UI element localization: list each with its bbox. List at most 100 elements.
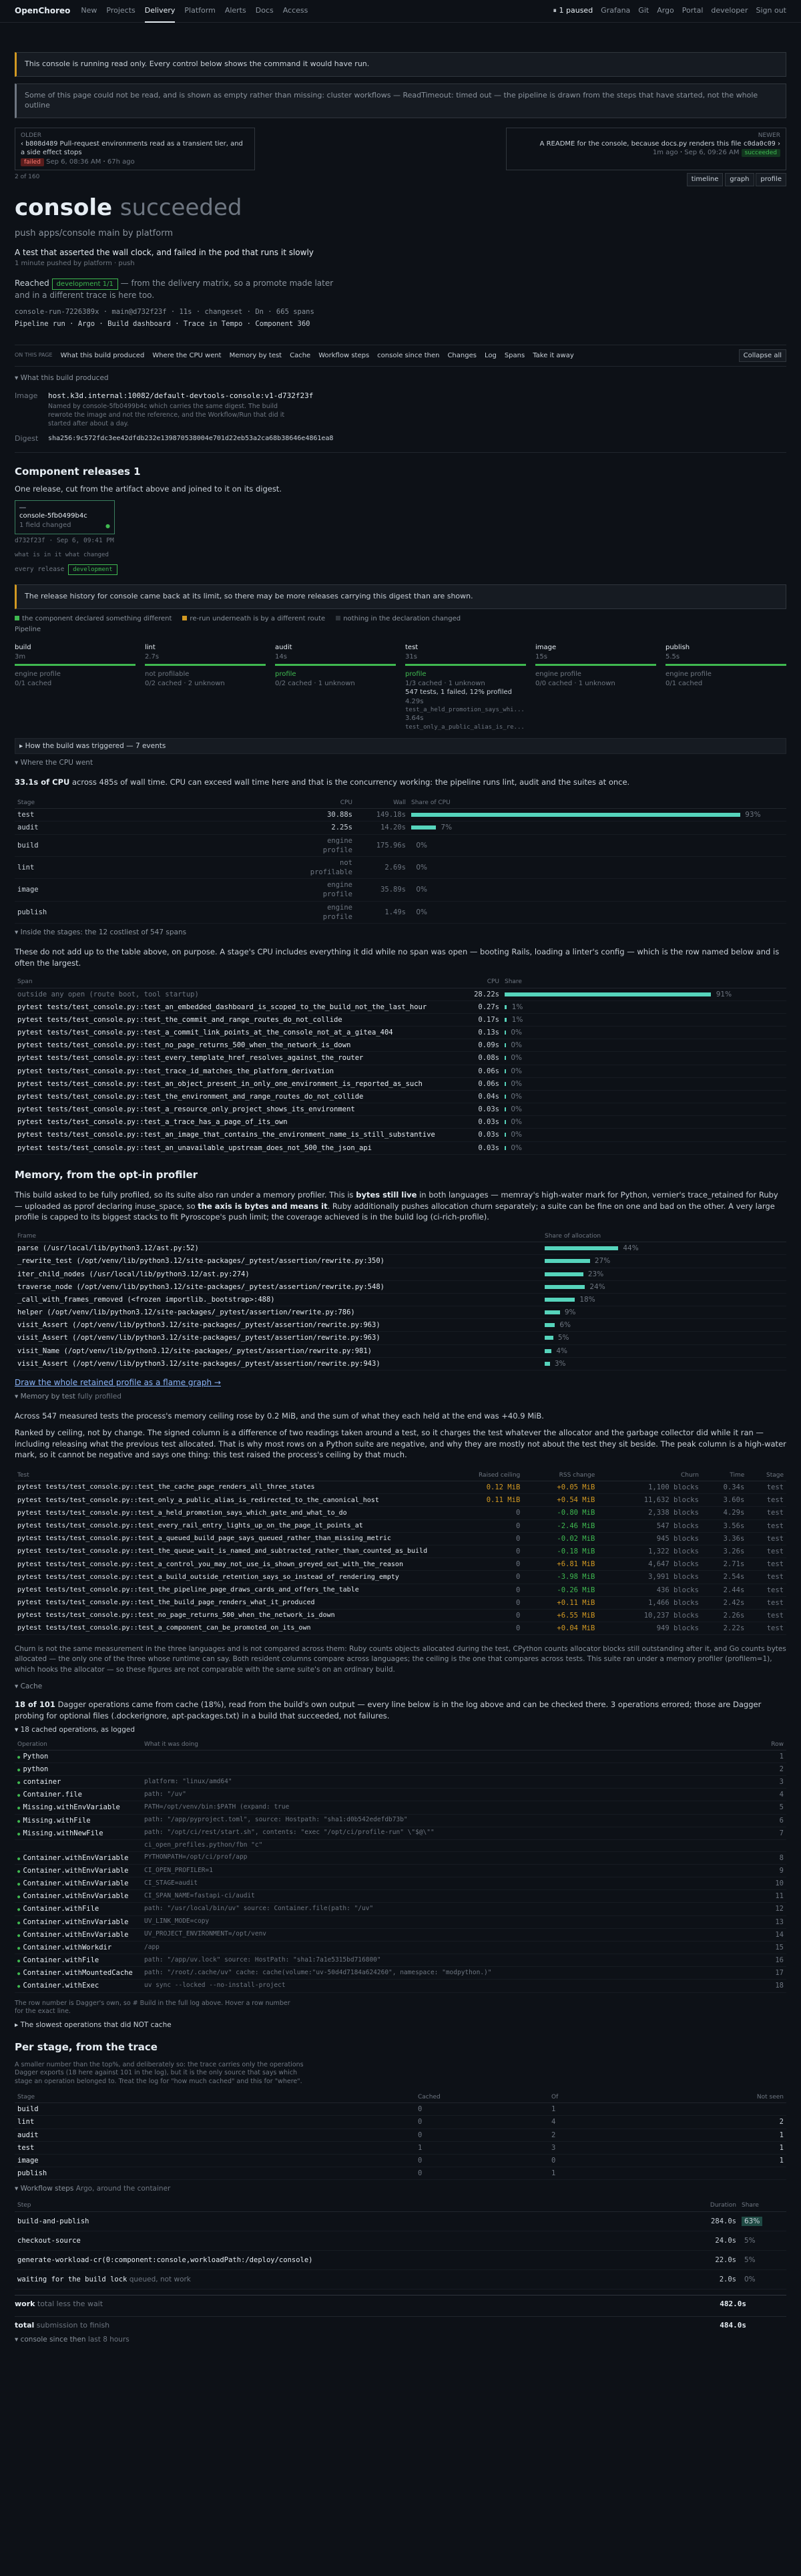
cpu-row[interactable]: test 30.88s 149.18s 93% <box>15 808 786 822</box>
span-row[interactable]: pytest tests/test_console.py::test_a_tra… <box>15 1115 786 1129</box>
stage-image[interactable]: image 15s engine profile 0/0 cached · 1 unk… <box>535 643 656 731</box>
stage-test[interactable]: test 31s profile 1/3 cached · 1 unknown 547 … <box>405 643 526 731</box>
cpu-toggle[interactable]: ▾ Where the CPU went <box>15 759 93 767</box>
test-row[interactable]: pytest tests/test_console.py::test_a_bui… <box>15 1570 786 1584</box>
workflow-row[interactable]: waiting for the build lock queued, not w… <box>15 2269 786 2290</box>
test-row[interactable]: pytest tests/test_console.py::test_no_pa… <box>15 1609 786 1623</box>
nav-portal[interactable]: Portal <box>682 6 704 15</box>
cache-row[interactable]: ● Missing.withFile path: "/app/pyproject.… <box>15 1814 786 1827</box>
newer-build-card[interactable]: NEWER A README for the console, because … <box>506 127 786 171</box>
frame-row[interactable]: helper (/opt/venv/lib/python3.12/site-pa… <box>15 1306 786 1320</box>
test-row[interactable]: pytest tests/test_console.py::test_a_con… <box>15 1557 786 1572</box>
slowest-toggle[interactable]: ▸ The slowest operations that did NOT ca… <box>15 2021 172 2030</box>
cpu-row[interactable]: lint not profilable 2.69s 0% <box>15 856 786 880</box>
cpu-row[interactable]: audit 2.25s 14.20s 7% <box>15 821 786 835</box>
brand-logo[interactable]: OpenChoreo <box>15 6 71 16</box>
cache-row[interactable]: ● Python 1 <box>15 1750 786 1763</box>
produced-toggle[interactable]: ▾ What this build produced <box>15 373 786 383</box>
cache-row[interactable]: ● Container.withEnvVariable UV_LINK_MODE=… <box>15 1915 786 1929</box>
test-row[interactable]: pytest tests/test_console.py::test_only_… <box>15 1493 786 1507</box>
older-build-card[interactable]: OLDER ‹ b808d489 Pull-request environmen… <box>15 127 255 171</box>
tab-log[interactable]: Log <box>484 351 497 359</box>
test-row[interactable]: pytest tests/test_console.py::test_the_c… <box>15 1481 786 1495</box>
view-graph[interactable]: graph <box>725 173 754 186</box>
cache-row[interactable]: ● Container.withEnvVariable UV_PROJECT_EN… <box>15 1928 786 1942</box>
cache-row[interactable]: ● Container.withExec uv sync --locked --n… <box>15 1979 786 1993</box>
workflow-row[interactable]: generate-workload-cr(0:component:console… <box>15 2250 786 2271</box>
cache-row[interactable]: ● Container.withFile path: "/usr/local/bi… <box>15 1902 786 1916</box>
stage-audit[interactable]: audit 14s profile 0/2 cached · 1 unknown <box>275 643 396 731</box>
release-env-pill[interactable]: development <box>68 564 117 576</box>
paused-indicator[interactable]: ⏸ 1 paused <box>553 6 593 16</box>
cache-row[interactable]: ● Missing.withEnvVariable PATH=/opt/venv/… <box>15 1801 786 1815</box>
image-ref[interactable]: host.k3d.internal:10082/default-devtools… <box>48 391 314 400</box>
cache-row[interactable]: ci_open_prefiles.python/fbn "c" <box>15 1839 786 1852</box>
cpu-row[interactable]: publish engine profile 1.49s 0% <box>15 901 786 924</box>
test-row[interactable]: pytest tests/test_console.py::test_a_com… <box>15 1622 786 1636</box>
tab-memory[interactable]: Memory by test <box>229 351 282 359</box>
tab-take-away[interactable]: Take it away <box>533 351 574 359</box>
collapse-all-button[interactable]: Collapse all <box>738 349 786 363</box>
span-row[interactable]: pytest tests/test_console.py::test_no_pa… <box>15 1039 786 1053</box>
test-row[interactable]: pytest tests/test_console.py::test_a_que… <box>15 1532 786 1546</box>
tab-cache[interactable]: Cache <box>290 351 311 359</box>
stage-publish[interactable]: publish 5.5s engine profile 0/1 cached <box>665 643 786 731</box>
frame-row[interactable]: parse (/usr/local/lib/python3.12/ast.py:… <box>15 1242 786 1256</box>
nav-link-docs[interactable]: Docs <box>255 6 274 15</box>
trigger-toggle[interactable]: ▸ How the build was triggered — 7 events <box>15 738 786 755</box>
perstage-row[interactable]: audit 0 2 1 <box>15 2129 786 2142</box>
tab-changes[interactable]: Changes <box>447 351 477 359</box>
test-row[interactable]: pytest tests/test_console.py::test_the_b… <box>15 1596 786 1610</box>
cache-row[interactable]: ● Container.withFile path: "/app/uv.lock"… <box>15 1954 786 1968</box>
view-timeline[interactable]: timeline <box>686 173 724 186</box>
span-row[interactable]: pytest tests/test_console.py::test_a_com… <box>15 1026 786 1040</box>
span-row[interactable]: pytest tests/test_console.py::test_an_em… <box>15 1000 786 1014</box>
frame-row[interactable]: visit_Assert (/opt/venv/lib/python3.12/s… <box>15 1318 786 1332</box>
run-links[interactable]: Pipeline run · Argo · Build dashboard · … <box>15 319 310 328</box>
cpu-row[interactable]: image engine profile 35.89s 0% <box>15 878 786 902</box>
test-row[interactable]: pytest tests/test_console.py::test_the_q… <box>15 1545 786 1559</box>
frame-row[interactable]: _call_with_frames_removed (<frozen impor… <box>15 1293 786 1307</box>
release-card[interactable]: ━━ console-5fb0499b4c 1 field changed ● <box>15 500 115 535</box>
span-row[interactable]: pytest tests/test_console.py::test_the_e… <box>15 1090 786 1104</box>
frame-row[interactable]: traverse_node (/opt/venv/lib/python3.12/… <box>15 1280 786 1294</box>
cache-row[interactable]: ● Container.withEnvVariable CI_SPAN_NAME=… <box>15 1889 786 1903</box>
perstage-row[interactable]: publish 0 1 <box>15 2167 786 2181</box>
perstage-row[interactable]: build 0 1 <box>15 2102 786 2117</box>
flame-graph-link[interactable]: Draw the whole retained profile as a fla… <box>15 1377 221 1387</box>
span-row[interactable]: pytest tests/test_console.py::test_an_un… <box>15 1141 786 1155</box>
nav-git[interactable]: Git <box>638 6 649 15</box>
nav-argo[interactable]: Argo <box>657 6 674 15</box>
cache-ops-toggle[interactable]: ▾ 18 cached operations, as logged <box>15 1726 136 1734</box>
test-row[interactable]: pytest tests/test_console.py::test_the_p… <box>15 1584 786 1597</box>
tab-produced[interactable]: What this build produced <box>60 351 145 359</box>
reached-env-pill[interactable]: development 1/1 <box>51 278 118 291</box>
nav-link-projects[interactable]: Projects <box>106 6 136 15</box>
digest-value[interactable]: sha256:9c572fdc3ee42dfdb232e139870538004… <box>48 434 334 442</box>
tab-spans[interactable]: Spans <box>504 351 525 359</box>
span-row[interactable]: pytest tests/test_console.py::test_a_res… <box>15 1103 786 1117</box>
span-row[interactable]: pytest tests/test_console.py::test_an_im… <box>15 1128 786 1142</box>
span-row[interactable]: pytest tests/test_console.py::test_an_ob… <box>15 1077 786 1091</box>
cache-row[interactable]: ● Container.withWorkdir/app 15 <box>15 1941 786 1955</box>
perstage-row[interactable]: lint 0 4 2 <box>15 2115 786 2129</box>
stage-lint[interactable]: lint 2.7s not profilable 0/2 cached · 2 unk… <box>145 643 266 731</box>
frame-row[interactable]: visit_Assert (/opt/venv/lib/python3.12/s… <box>15 1357 786 1370</box>
nav-link-platform[interactable]: Platform <box>184 6 216 15</box>
tab-cpu[interactable]: Where the CPU went <box>152 351 222 359</box>
span-row[interactable]: pytest tests/test_console.py::test_the_c… <box>15 1013 786 1027</box>
frame-row[interactable]: _rewrite_test (/opt/venv/lib/python3.12/… <box>15 1254 786 1268</box>
workflow-row[interactable]: build-and-publish 284.0s 63% <box>15 2211 786 2231</box>
nav-signout[interactable]: Sign out <box>756 6 786 15</box>
frame-row[interactable]: visit_Assert (/opt/venv/lib/python3.12/s… <box>15 1331 786 1345</box>
stage-build[interactable]: build 3m engine profile 0/1 cached <box>15 643 136 731</box>
workflow-row[interactable]: checkout-source 24.0s 5% <box>15 2231 786 2251</box>
nav-link-alerts[interactable]: Alerts <box>224 6 246 15</box>
nav-grafana[interactable]: Grafana <box>601 6 631 15</box>
span-row[interactable]: outside any open (route boot, tool start… <box>15 988 786 1001</box>
tab-since[interactable]: console since then <box>377 351 440 359</box>
nav-link-new[interactable]: New <box>81 6 97 15</box>
span-row[interactable]: pytest tests/test_console.py::test_every… <box>15 1051 786 1065</box>
cache-row[interactable]: ● python 2 <box>15 1763 786 1777</box>
frame-row[interactable]: visit_Name (/opt/venv/lib/python3.12/sit… <box>15 1344 786 1358</box>
